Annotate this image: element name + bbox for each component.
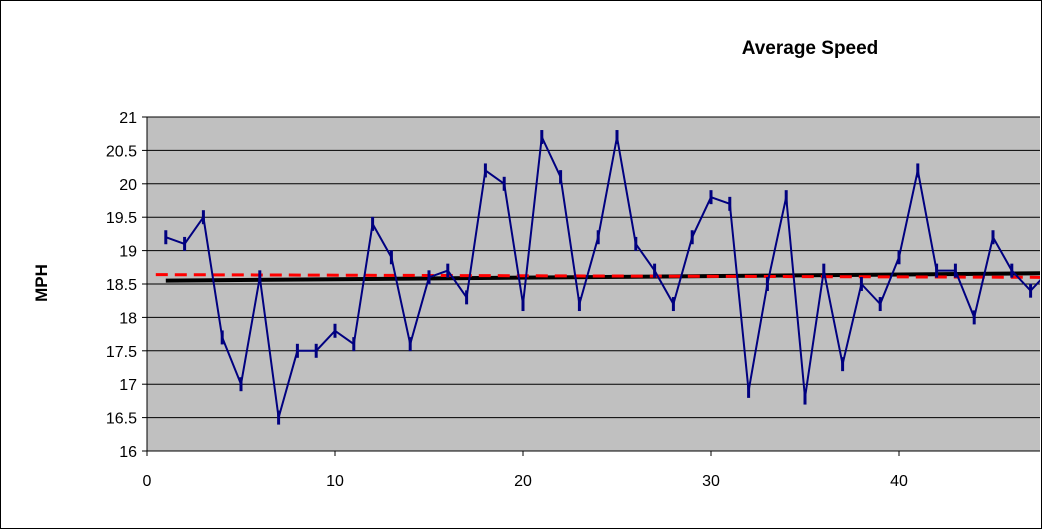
y-tick-label: 17 xyxy=(119,377,137,394)
y-tick-label: 18.5 xyxy=(106,277,137,294)
gridlines xyxy=(147,116,1040,452)
y-tick-label: 21 xyxy=(119,110,137,127)
y-tick-label: 16.5 xyxy=(106,411,137,428)
x-tick-label: 40 xyxy=(890,473,908,490)
y-tick-label: 18 xyxy=(119,310,137,327)
chart-title: Average Speed xyxy=(741,38,879,59)
y-tick-label: 20 xyxy=(119,177,137,194)
x-tick-label: 30 xyxy=(702,473,720,490)
x-axis: 0 10 20 30 40 xyxy=(143,451,908,490)
y-tick-label: 19 xyxy=(119,244,137,261)
speed-line xyxy=(165,136,1040,419)
speed-series-group xyxy=(164,130,1040,425)
x-tick-label: 20 xyxy=(514,473,532,490)
x-tick-label: 10 xyxy=(326,473,344,490)
y-tick-label: 17.5 xyxy=(106,344,137,361)
y-axis: 16 16.5 17 17.5 18 18.5 19 19.5 20 20.5 21 xyxy=(106,110,148,461)
mean-line-group xyxy=(155,273,1040,279)
y-tick-label: 20.5 xyxy=(106,143,137,160)
y-tick-label: 16 xyxy=(119,444,137,461)
mean-line xyxy=(155,273,1040,279)
y-tick-label: 19.5 xyxy=(106,210,137,227)
x-tick-label: 0 xyxy=(143,473,152,490)
